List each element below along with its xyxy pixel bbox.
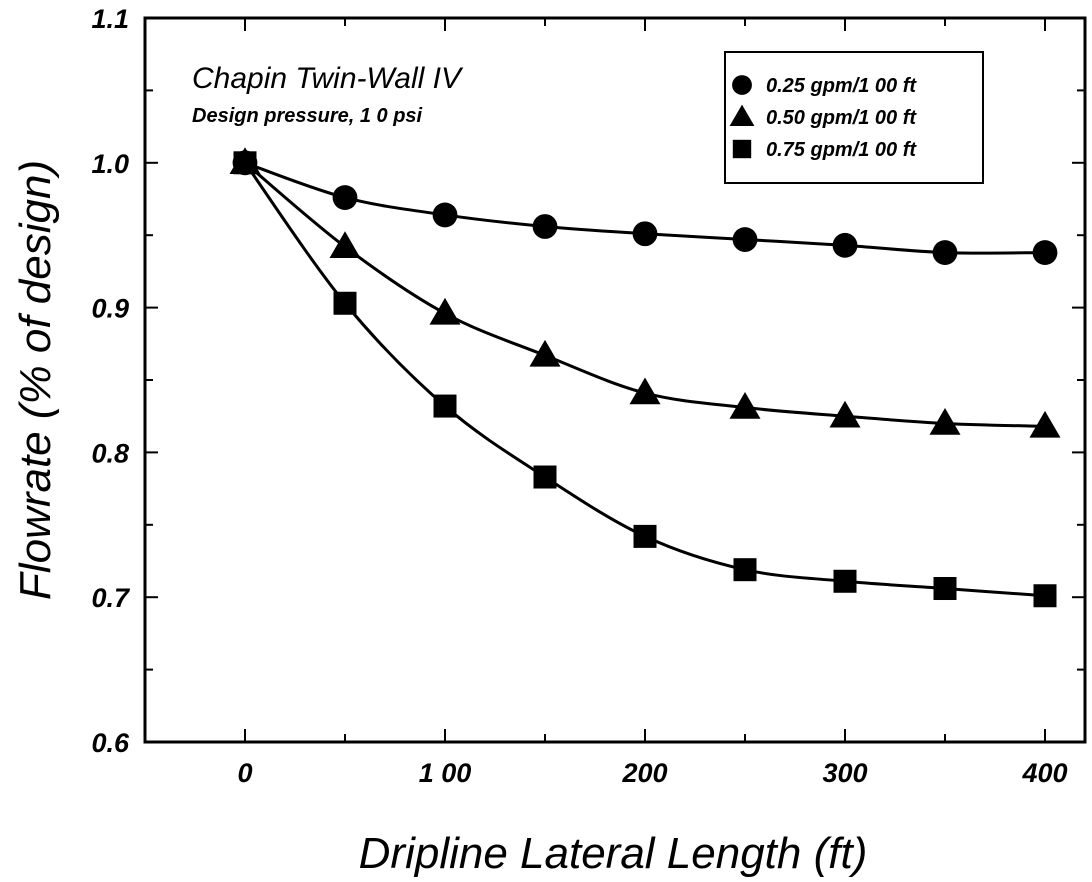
legend-box bbox=[724, 51, 984, 184]
data-point-triangle-2 bbox=[429, 297, 461, 325]
data-point-circle-7 bbox=[932, 240, 958, 265]
data-point-square-3 bbox=[533, 465, 557, 489]
legend: 0.25 gpm/1 00 ft 0.50 gpm/1 00 ft 0.75 gpm… bbox=[724, 51, 984, 184]
x-tick-label-3: 300 bbox=[822, 758, 867, 788]
x-tick-label-4: 400 bbox=[1021, 758, 1067, 788]
legend-marker-circle bbox=[732, 75, 752, 95]
chart-annotation-title: Chapin Twin-Wall IV bbox=[192, 62, 464, 95]
data-point-triangle-4 bbox=[629, 377, 661, 405]
data-point-triangle-1 bbox=[329, 231, 361, 259]
legend-label-square: 0.75 gpm/1 00 ft bbox=[766, 139, 917, 161]
legend-label-circle: 0.25 gpm/1 00 ft bbox=[766, 75, 917, 97]
y-tick-label-2: 0.8 bbox=[91, 438, 129, 468]
series-markers-group bbox=[229, 147, 1061, 608]
legend-label-triangle: 0.50 gpm/1 00 ft bbox=[766, 107, 917, 129]
y-tick-label-0: 0.6 bbox=[91, 728, 130, 758]
y-axis-title: Flowrate (% of design) bbox=[11, 160, 60, 600]
y-tick-label-3: 0.9 bbox=[91, 294, 129, 324]
axis-ticks-group bbox=[145, 17, 1085, 743]
data-point-square-0 bbox=[233, 151, 257, 175]
chart-annotation-subtitle: Design pressure, 1 0 psi bbox=[192, 105, 423, 127]
data-point-circle-4 bbox=[632, 221, 658, 247]
x-axis-title: Dripline Lateral Length (ft) bbox=[359, 829, 868, 877]
y-tick-label-5: 1.1 bbox=[91, 4, 129, 34]
y-tick-label-4: 1.0 bbox=[91, 149, 129, 179]
legend-marker-triangle bbox=[729, 104, 755, 126]
data-point-square-5 bbox=[733, 558, 757, 582]
y-tick-label-1: 0.7 bbox=[91, 583, 131, 613]
data-point-square-7 bbox=[933, 577, 957, 601]
data-point-circle-1 bbox=[332, 185, 358, 210]
series-line-square bbox=[243, 161, 1046, 598]
data-point-triangle-7 bbox=[929, 407, 961, 435]
data-point-circle-3 bbox=[532, 214, 558, 239]
x-tick-label-0: 0 bbox=[237, 758, 252, 788]
legend-marker-square bbox=[732, 139, 752, 159]
tick-labels-group: 0 1 00 200 300 400 0.6 0.7 0.8 0.9 1.0 1.1 bbox=[91, 4, 1067, 788]
data-point-circle-5 bbox=[732, 227, 758, 252]
data-point-square-6 bbox=[833, 569, 857, 593]
data-point-triangle-3 bbox=[529, 339, 561, 367]
data-point-circle-8 bbox=[1032, 240, 1058, 265]
data-point-square-2 bbox=[433, 394, 457, 418]
data-point-circle-6 bbox=[832, 232, 858, 258]
data-point-triangle-8 bbox=[1029, 410, 1061, 438]
data-point-triangle-5 bbox=[729, 392, 761, 419]
data-point-square-4 bbox=[633, 524, 657, 548]
data-point-square-8 bbox=[1033, 584, 1057, 608]
x-tick-label-1: 1 00 bbox=[419, 758, 472, 788]
data-point-triangle-6 bbox=[829, 400, 861, 428]
x-tick-label-2: 200 bbox=[621, 758, 667, 788]
data-point-square-1 bbox=[333, 291, 357, 315]
data-point-circle-2 bbox=[432, 202, 458, 228]
